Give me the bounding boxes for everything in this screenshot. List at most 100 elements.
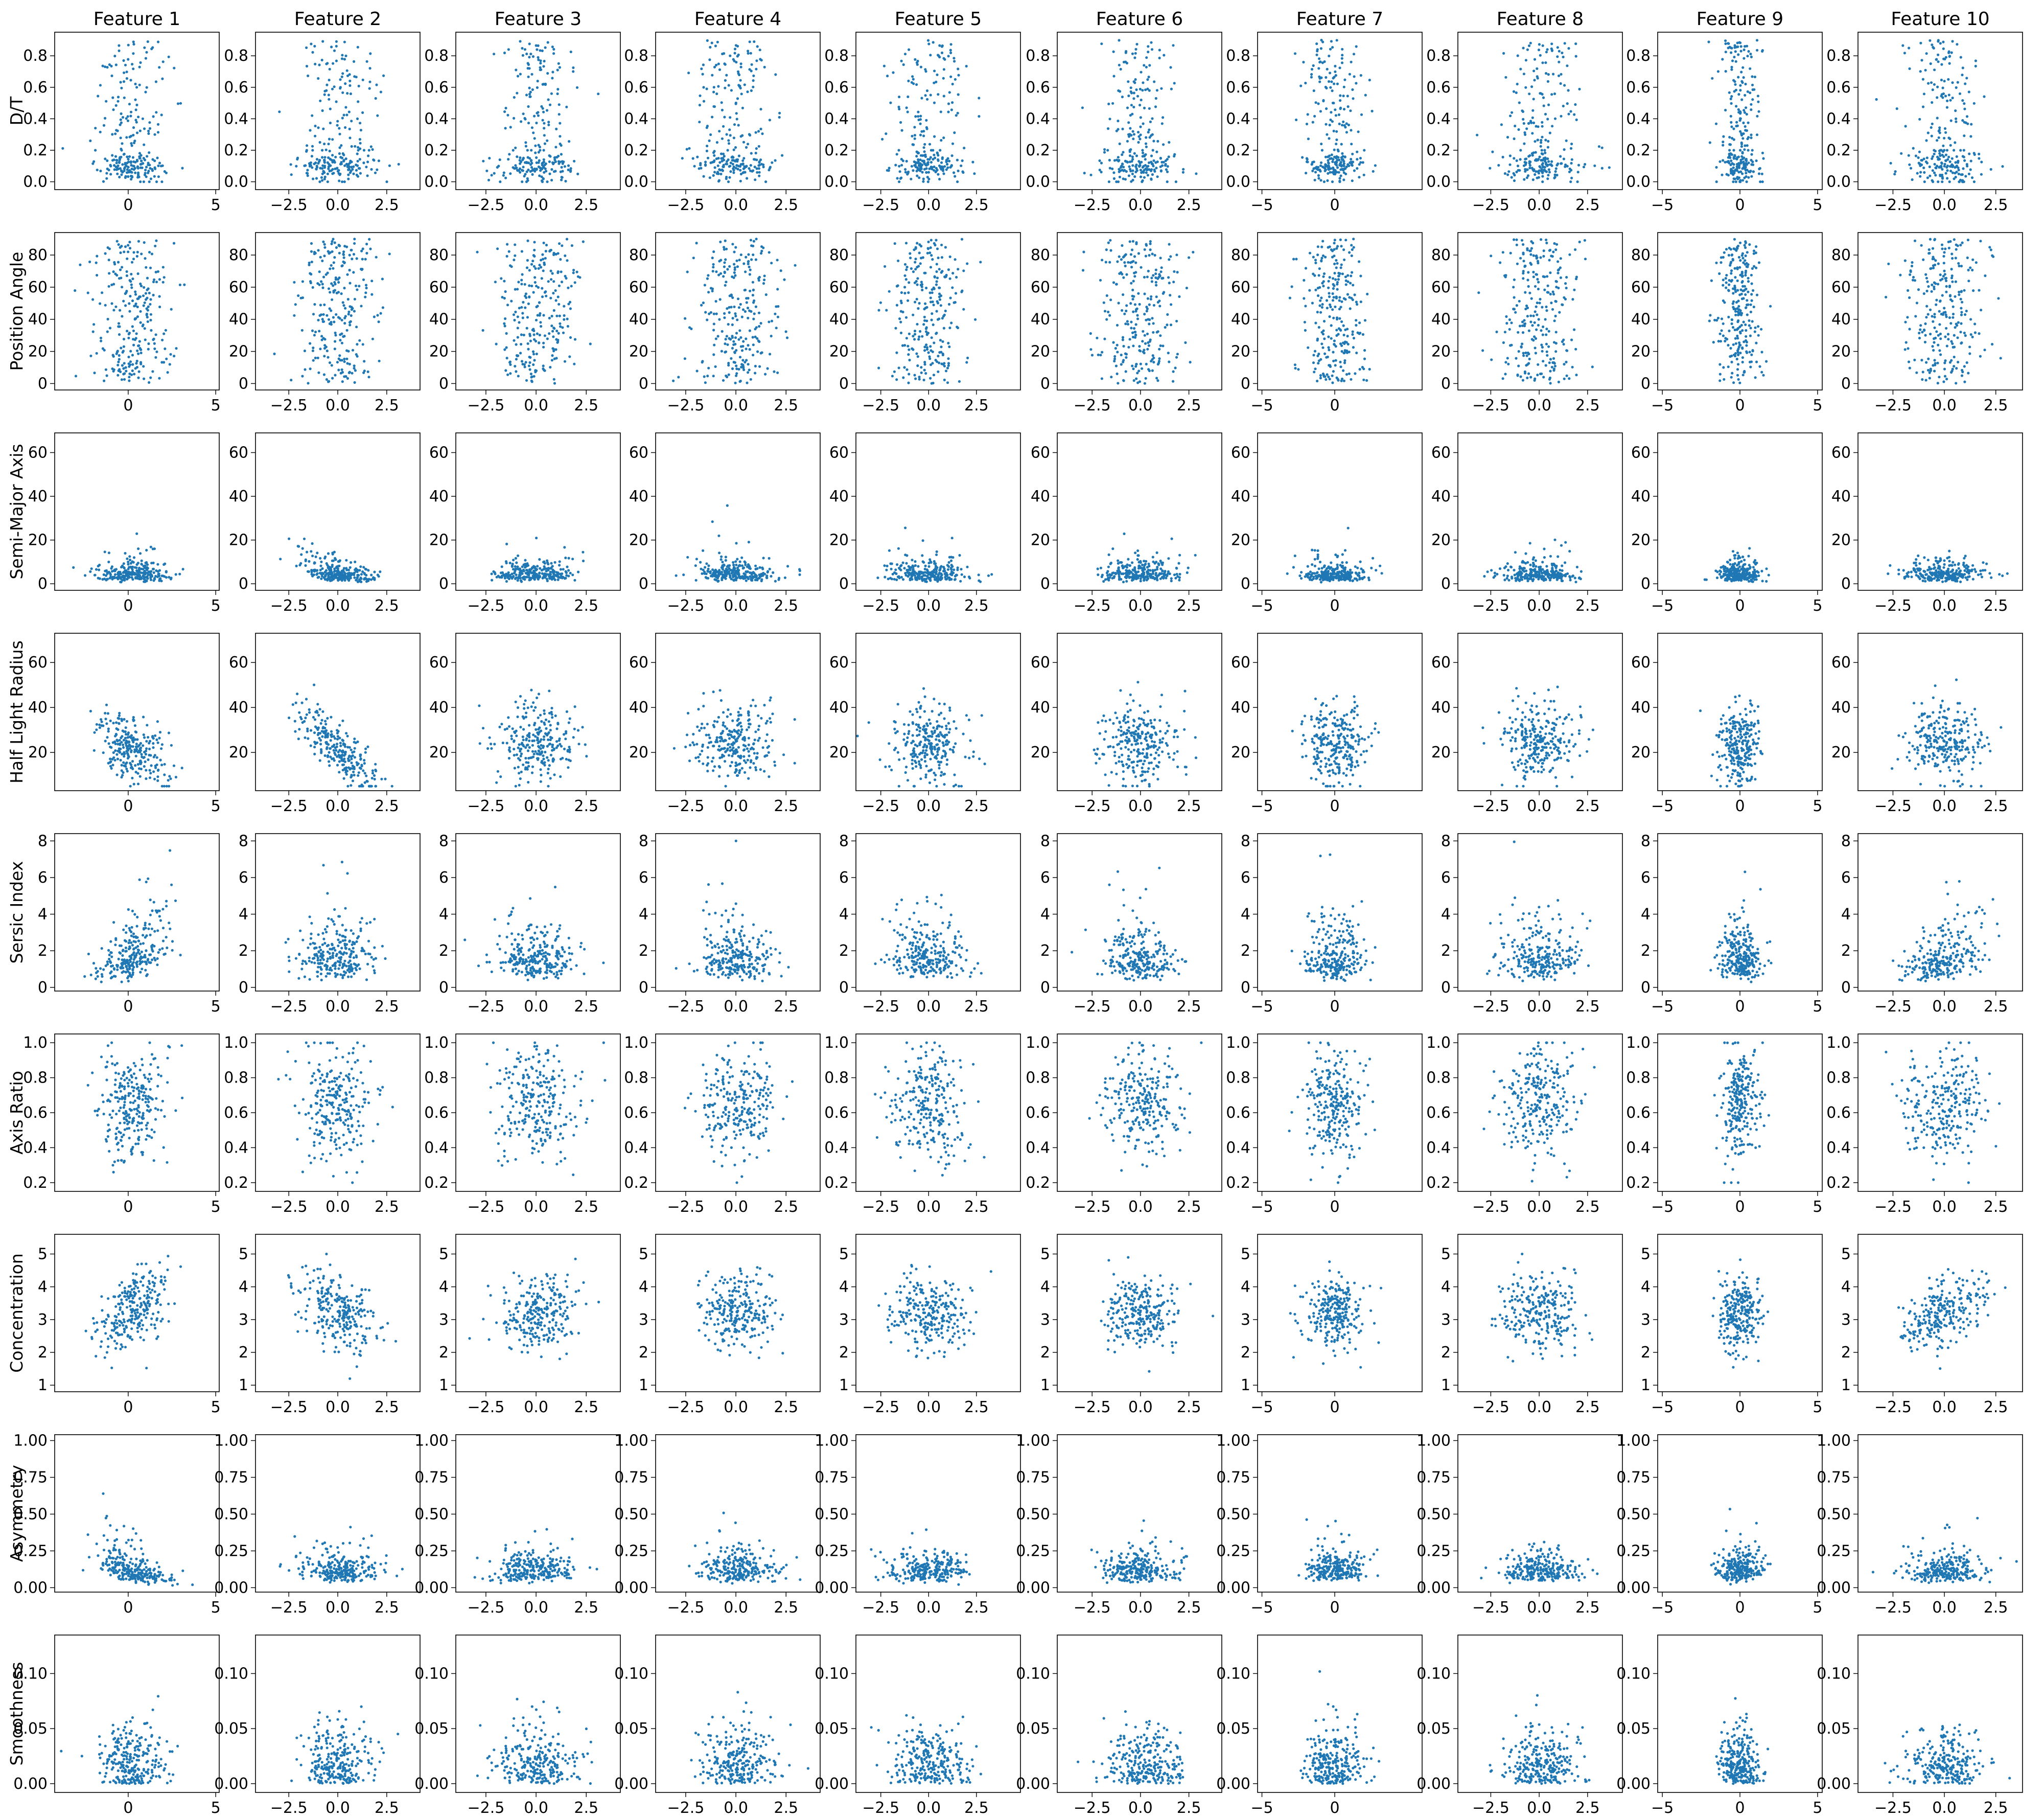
- scatter-point: [546, 72, 549, 75]
- scatter-point: [1722, 159, 1724, 162]
- scatter-point: [1168, 141, 1170, 144]
- scatter-point: [1558, 61, 1560, 63]
- scatter-point: [128, 135, 131, 138]
- scatter-point: [342, 254, 345, 256]
- scatter-point: [1752, 164, 1754, 166]
- scatter-point: [316, 282, 319, 285]
- scatter-point: [1758, 172, 1760, 175]
- scatter-point: [1131, 179, 1134, 181]
- scatter-point: [775, 327, 778, 329]
- scatter-point: [1955, 176, 1957, 178]
- scatter-point: [334, 348, 336, 350]
- scatter-point: [1566, 165, 1569, 168]
- scatter-point: [557, 252, 560, 255]
- scatter-point: [760, 250, 763, 252]
- scatter-point: [105, 172, 108, 174]
- scatter-point: [1736, 125, 1739, 127]
- scatter-point: [317, 319, 319, 321]
- scatter-point: [1904, 125, 1907, 127]
- scatter-point: [1756, 115, 1758, 118]
- scatter-point: [344, 126, 346, 129]
- scatter-point: [715, 270, 717, 273]
- scatter-point: [1963, 134, 1965, 137]
- scatter-point: [905, 106, 908, 109]
- scatter-point: [146, 316, 149, 318]
- scatter-point: [1970, 123, 1972, 126]
- scatter-point: [769, 166, 772, 168]
- scatter-point: [551, 71, 554, 73]
- scatter-point: [1936, 86, 1939, 88]
- scatter-point: [896, 153, 898, 155]
- scatter-point: [137, 377, 140, 379]
- scatter-point: [1529, 164, 1531, 167]
- scatter-point: [940, 110, 942, 113]
- scatter-point: [1749, 67, 1751, 70]
- scatter-point: [121, 266, 123, 268]
- scatter-point: [120, 87, 123, 89]
- scatter-point: [1722, 135, 1725, 138]
- scatter-point: [1575, 55, 1577, 58]
- scatter-point: [344, 55, 347, 57]
- scatter-point: [513, 319, 516, 321]
- scatter-point: [1973, 180, 1976, 183]
- scatter-point: [544, 291, 546, 294]
- scatter-point: [109, 327, 111, 329]
- scatter-point: [786, 336, 788, 339]
- scatter-point: [946, 157, 949, 160]
- scatter-point: [329, 122, 332, 124]
- scatter-point: [560, 178, 563, 181]
- scatter-point: [1162, 116, 1164, 119]
- scatter-point: [126, 77, 128, 80]
- scatter-point: [149, 267, 152, 269]
- scatter-point: [132, 40, 135, 43]
- scatter-point: [1946, 177, 1948, 179]
- scatter-point: [130, 175, 132, 177]
- scatter-point: [341, 359, 343, 361]
- scatter-point: [573, 363, 575, 365]
- scatter-point: [935, 167, 938, 170]
- scatter-point: [111, 133, 113, 135]
- y-tick-label: 0: [38, 375, 48, 393]
- scatter-point: [1923, 171, 1925, 174]
- scatter-point: [712, 263, 715, 266]
- scatter-point: [1721, 58, 1724, 60]
- scatter-point: [323, 166, 326, 169]
- scatter-point: [1601, 147, 1604, 149]
- scatter-point: [730, 162, 732, 164]
- scatter-point: [128, 333, 130, 335]
- scatter-point: [1121, 96, 1124, 98]
- scatter-point: [1941, 154, 1943, 156]
- scatter-point: [1732, 149, 1735, 151]
- scatter-point: [1339, 168, 1342, 171]
- scatter-point: [943, 68, 945, 71]
- scatter-point: [99, 302, 101, 305]
- scatter-point: [1127, 121, 1130, 124]
- scatter-point: [119, 251, 122, 254]
- scatter-point: [1340, 143, 1343, 146]
- scatter-point: [732, 171, 735, 174]
- scatter-point: [1336, 166, 1339, 169]
- scatter-point: [567, 165, 570, 167]
- scatter-point: [1567, 47, 1570, 50]
- scatter-point: [753, 312, 756, 315]
- scatter-point: [353, 364, 356, 367]
- scatter-point: [1140, 175, 1142, 178]
- scatter-point: [1156, 89, 1158, 91]
- scatter-point: [1954, 161, 1957, 164]
- scatter-point: [1363, 174, 1365, 176]
- scatter-point: [714, 365, 717, 368]
- scatter-point: [1948, 137, 1951, 140]
- scatter-point: [1740, 80, 1743, 83]
- scatter-point: [123, 168, 126, 170]
- scatter-point: [519, 171, 521, 174]
- scatter-point: [542, 65, 545, 67]
- scatter-point: [331, 168, 334, 171]
- scatter-point: [965, 65, 968, 67]
- scatter-point: [343, 245, 346, 247]
- y-tick-label: 0.0: [1826, 173, 1851, 191]
- scatter-point: [357, 149, 360, 151]
- scatter-point: [961, 159, 964, 162]
- scatter-point: [322, 337, 325, 339]
- scatter-point: [949, 76, 952, 78]
- scatter-point: [398, 163, 400, 166]
